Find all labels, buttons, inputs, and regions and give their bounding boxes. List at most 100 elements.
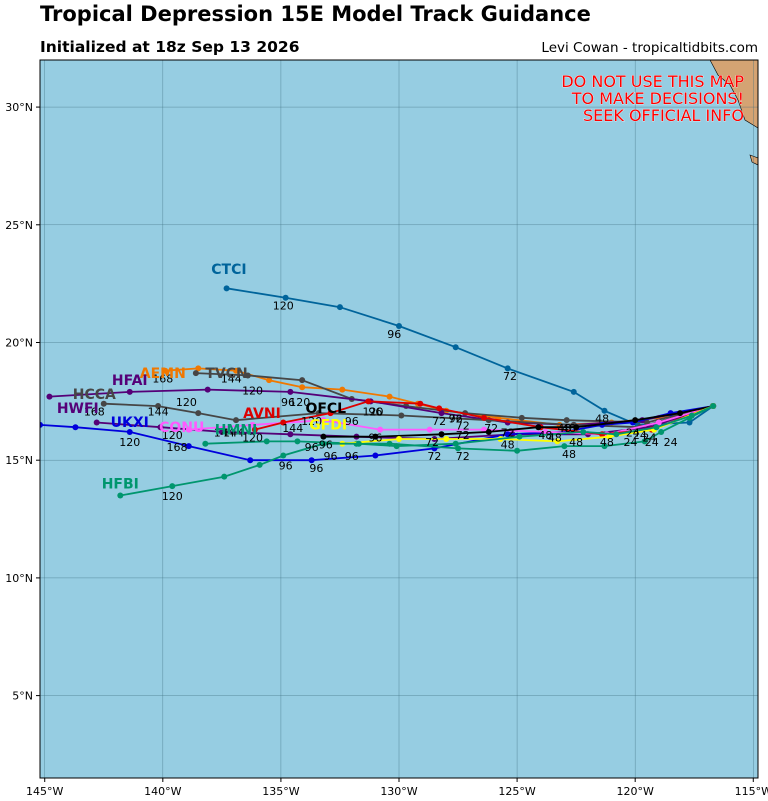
forecast-hour-label: 48 bbox=[557, 422, 571, 435]
x-tick-label: 120°W bbox=[616, 785, 653, 798]
track-point bbox=[100, 400, 107, 407]
track-point bbox=[204, 386, 211, 393]
forecast-hour-label: 120 bbox=[289, 396, 310, 409]
track-point bbox=[280, 419, 287, 426]
track-point bbox=[417, 400, 424, 407]
track-point bbox=[504, 365, 511, 372]
track-point bbox=[218, 428, 225, 435]
track-point bbox=[398, 412, 405, 419]
track-point bbox=[251, 426, 258, 433]
x-tick-label: 140°W bbox=[144, 785, 181, 798]
track-point bbox=[365, 398, 372, 405]
track-point bbox=[320, 440, 327, 447]
model-label: HWFI bbox=[57, 401, 99, 417]
track-point bbox=[244, 372, 251, 379]
land-mass bbox=[709, 60, 758, 129]
forecast-hour-label: 72 bbox=[456, 450, 470, 463]
track-point bbox=[126, 428, 133, 435]
track-hmni[interactable] bbox=[202, 403, 717, 454]
track-point bbox=[256, 461, 263, 468]
forecast-hour-label: 96 bbox=[279, 460, 293, 473]
track-point bbox=[169, 483, 176, 490]
track-point bbox=[485, 428, 492, 435]
track-hfbi[interactable] bbox=[117, 403, 717, 499]
track-point bbox=[535, 424, 542, 431]
track-line bbox=[188, 405, 714, 436]
track-point bbox=[481, 414, 488, 421]
track-point bbox=[570, 388, 577, 395]
forecast-hour-label: 96 bbox=[309, 462, 323, 475]
track-point bbox=[299, 384, 306, 391]
track-point bbox=[195, 410, 202, 417]
warning-line-1: DO NOT USE THIS MAP bbox=[561, 72, 744, 91]
track-point bbox=[606, 433, 613, 440]
track-point bbox=[601, 443, 608, 450]
track-point bbox=[40, 421, 43, 428]
track-point bbox=[641, 438, 648, 445]
track-point bbox=[601, 407, 608, 414]
y-tick-label: 25°N bbox=[5, 219, 33, 232]
track-point bbox=[710, 403, 717, 410]
track-point bbox=[157, 424, 164, 431]
track-point bbox=[308, 457, 315, 464]
forecast-hour-label: 96 bbox=[345, 415, 359, 428]
track-point bbox=[339, 386, 346, 393]
forecast-hour-label: 72 bbox=[456, 420, 470, 433]
forecast-hour-label: 96 bbox=[281, 396, 295, 409]
track-point bbox=[452, 440, 459, 447]
track-point bbox=[185, 426, 192, 433]
forecast-hour-label: 72 bbox=[503, 370, 517, 383]
forecast-hour-label: 120 bbox=[119, 436, 140, 449]
track-point bbox=[320, 433, 327, 440]
track-point bbox=[677, 410, 684, 417]
track-point bbox=[542, 428, 549, 435]
track-point bbox=[117, 492, 124, 499]
track-point bbox=[202, 440, 209, 447]
track-point bbox=[372, 433, 379, 440]
forecast-hour-label: 96 bbox=[324, 450, 338, 463]
model-label: HCCA bbox=[73, 387, 116, 403]
forecast-hour-label: 144 bbox=[221, 373, 242, 386]
model-label: UKXI bbox=[111, 415, 149, 431]
x-tick-label: 115°W bbox=[735, 785, 768, 798]
forecast-hour-label: 144 bbox=[148, 405, 169, 418]
forecast-hour-label: 48 bbox=[569, 436, 583, 449]
track-point bbox=[233, 367, 240, 374]
warning-line-2: TO MAKE DECISIONS! bbox=[571, 89, 744, 108]
track-point bbox=[452, 344, 459, 351]
page-title: Tropical Depression 15E Model Track Guid… bbox=[40, 2, 591, 26]
track-line bbox=[195, 372, 714, 424]
forecast-hour-label: 72 bbox=[425, 436, 439, 449]
model-label: OFCL bbox=[305, 401, 346, 417]
track-tvcn[interactable] bbox=[192, 370, 717, 426]
forecast-hour-label: 24 bbox=[626, 427, 640, 440]
track-point bbox=[653, 424, 660, 431]
track-point bbox=[126, 388, 133, 395]
forecast-hour-label: 48 bbox=[501, 438, 515, 451]
track-point bbox=[563, 417, 570, 424]
track-point bbox=[155, 403, 162, 410]
track-point bbox=[436, 405, 443, 412]
warning-box: DO NOT USE THIS MAP TO MAKE DECISIONS! S… bbox=[561, 72, 745, 126]
forecast-hour-label: 144 bbox=[282, 422, 303, 435]
track-point bbox=[355, 440, 362, 447]
model-label: GFDI bbox=[309, 418, 347, 434]
track-point bbox=[294, 438, 301, 445]
model-label: AVNI bbox=[243, 406, 281, 422]
track-point bbox=[438, 410, 445, 417]
forecast-hour-label: 48 bbox=[562, 422, 576, 435]
credit-text: Levi Cowan - tropicaltidbits.com bbox=[541, 40, 758, 56]
forecast-hour-label: 72 bbox=[432, 415, 446, 428]
forecast-hour-label: 120 bbox=[242, 431, 263, 444]
x-tick-label: 125°W bbox=[498, 785, 535, 798]
forecast-hour-label: 72 bbox=[501, 427, 515, 440]
forecast-hour-label: 24 bbox=[633, 429, 647, 442]
forecast-hour-label: 120 bbox=[301, 415, 322, 428]
track-point bbox=[518, 414, 525, 421]
track-point bbox=[282, 294, 289, 301]
model-label: CONU bbox=[159, 420, 204, 436]
track-point bbox=[162, 367, 169, 374]
forecast-hour-label: 48 bbox=[595, 413, 609, 426]
forecast-hour-label: 48 bbox=[548, 431, 562, 444]
